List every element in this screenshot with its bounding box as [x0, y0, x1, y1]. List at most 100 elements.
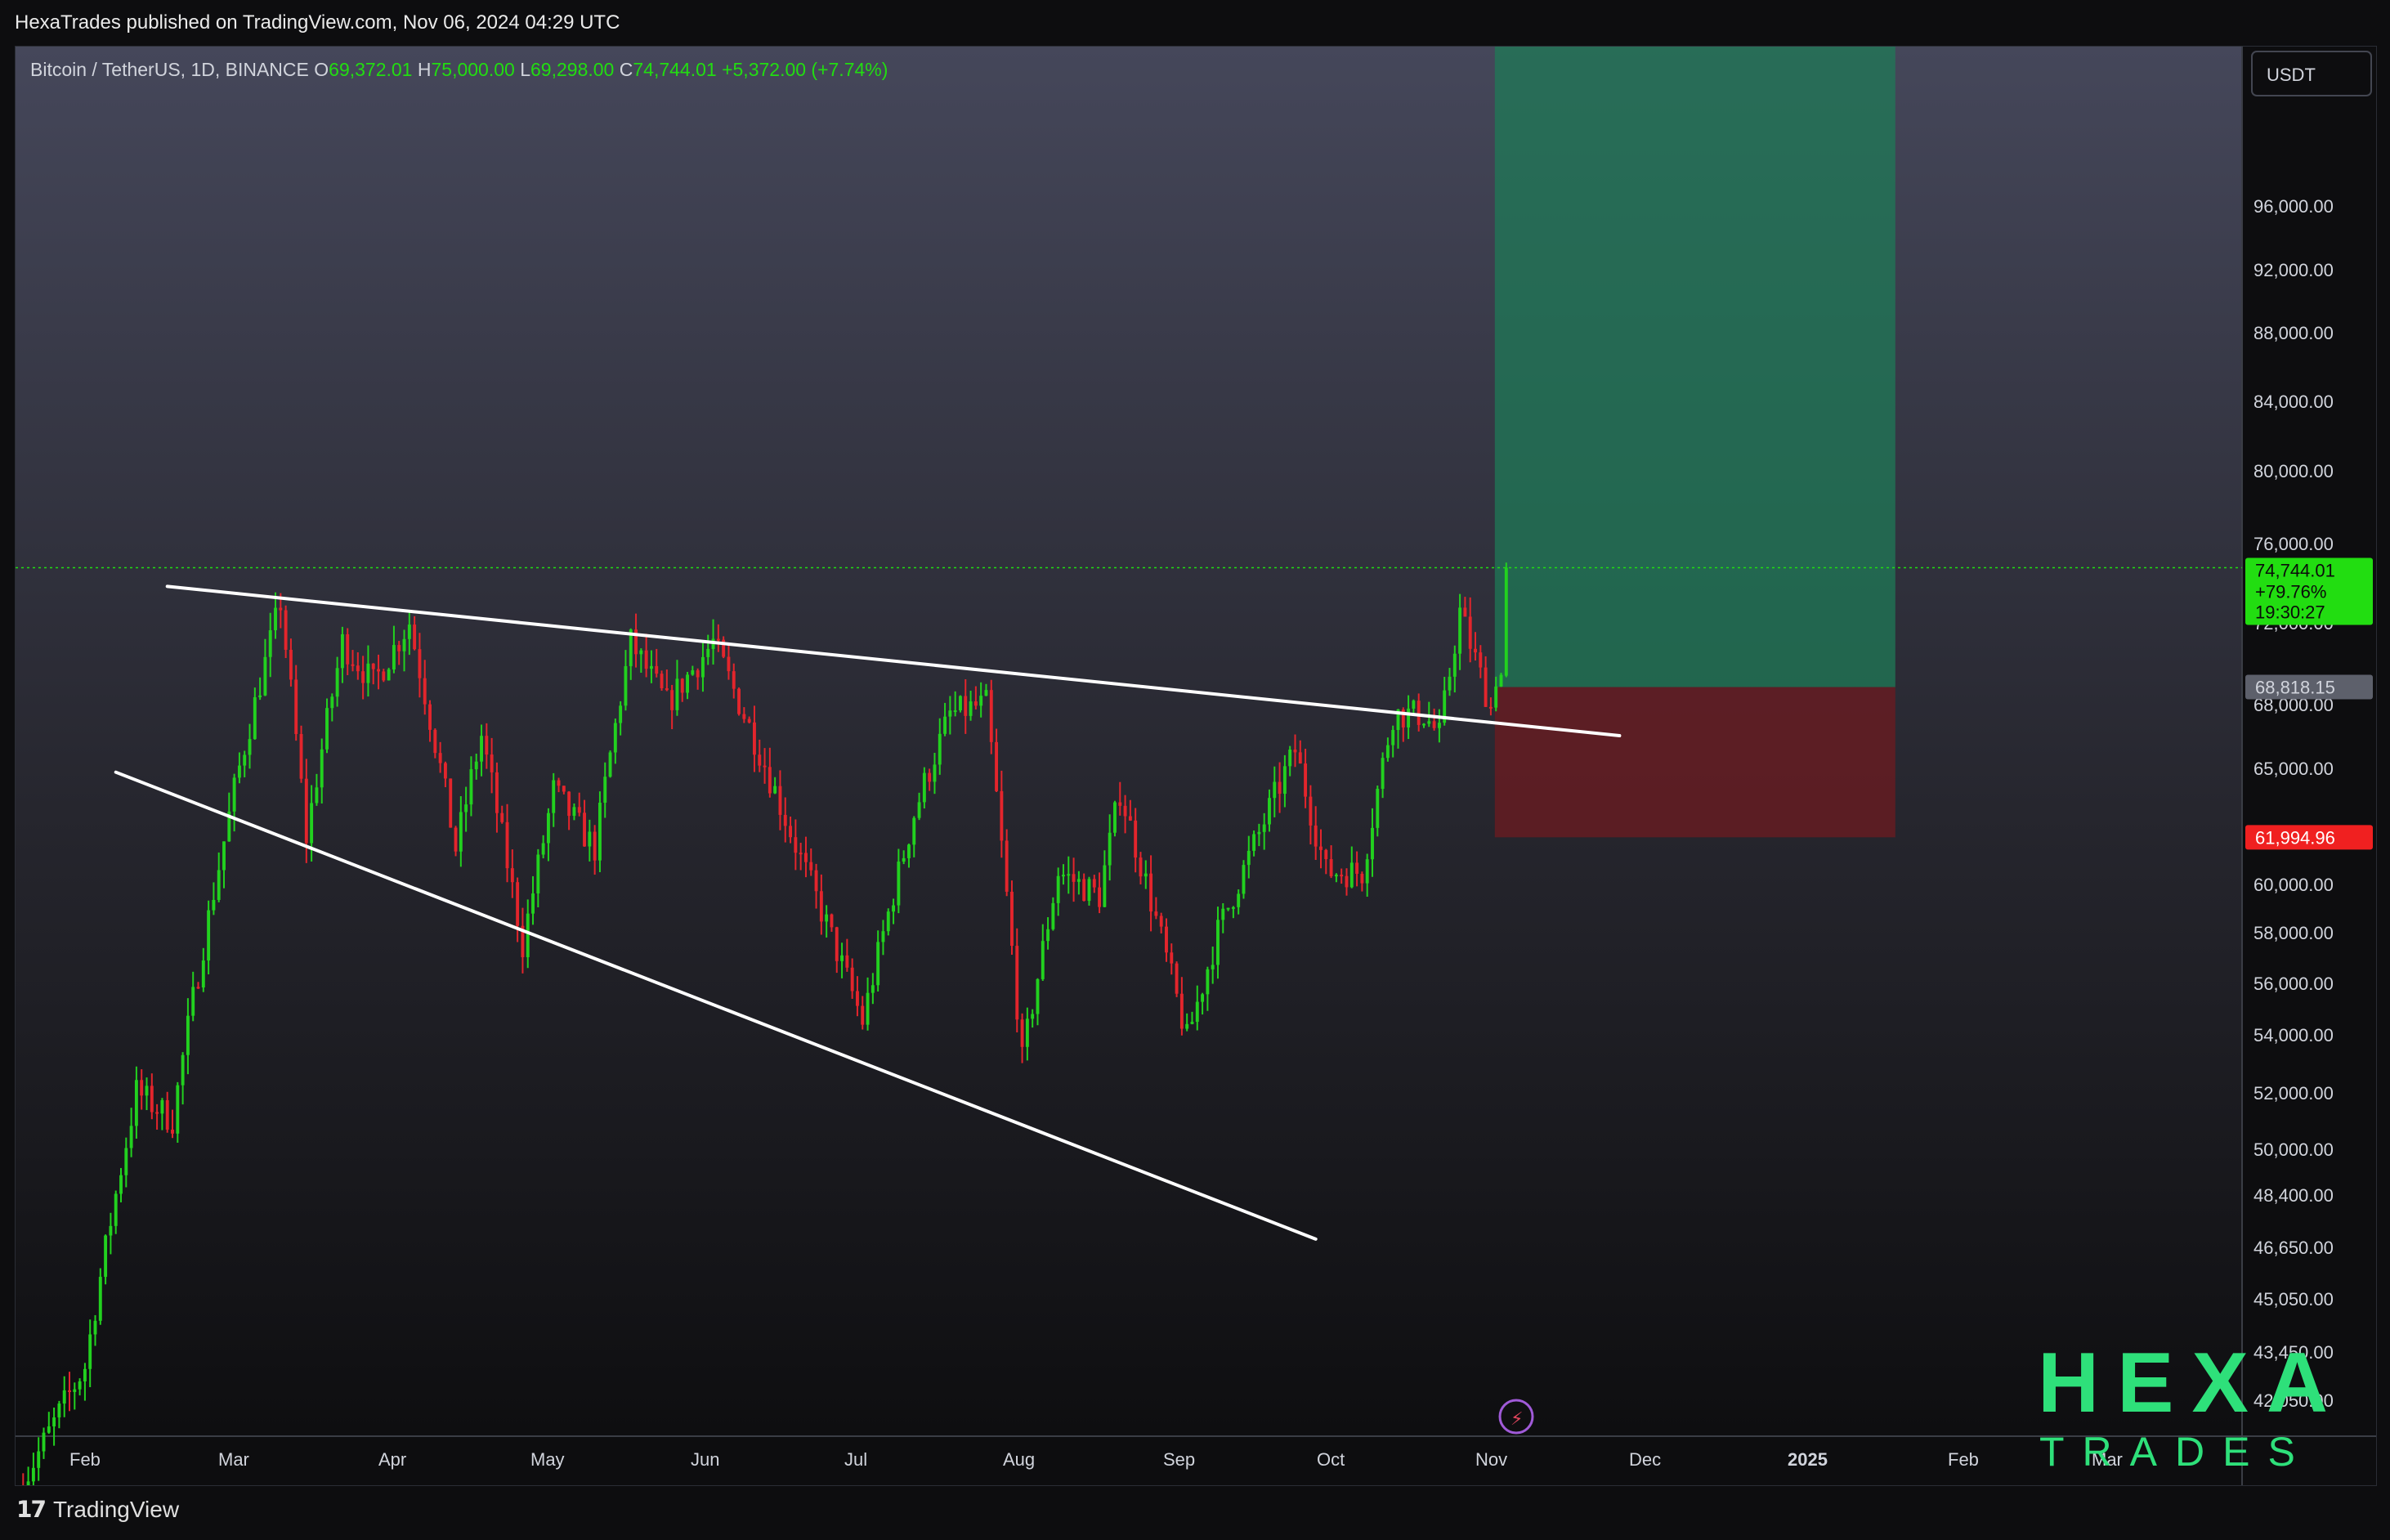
- candle-body: [928, 772, 932, 782]
- candle-body: [366, 663, 370, 683]
- price-tag: [2245, 557, 2373, 625]
- candle-body: [201, 960, 205, 988]
- candle-body: [943, 716, 947, 734]
- candle-body: [196, 987, 200, 989]
- candle-body: [1381, 758, 1385, 790]
- candle-body: [546, 813, 550, 844]
- candle-body: [722, 639, 726, 657]
- candle-body: [557, 780, 561, 786]
- candle-body: [809, 862, 813, 871]
- candle-body: [1149, 873, 1153, 912]
- candle-body: [1360, 873, 1364, 884]
- candle-body: [742, 714, 746, 719]
- candle-body: [47, 1426, 51, 1433]
- candle-body: [248, 739, 252, 755]
- candle-body: [1488, 706, 1493, 709]
- candle-body: [464, 804, 468, 813]
- candle-body: [670, 690, 674, 710]
- candle-body: [1463, 607, 1467, 617]
- candle-body: [1437, 723, 1441, 728]
- candle-body: [850, 967, 854, 992]
- candle-body: [176, 1085, 180, 1134]
- candle-body: [737, 688, 741, 714]
- x-tick-label: Feb: [1948, 1449, 1979, 1470]
- candle-body: [624, 665, 628, 706]
- candle-body: [572, 807, 576, 817]
- candle-body: [531, 893, 535, 914]
- candle-body: [37, 1451, 41, 1468]
- y-tick-label: 60,000.00: [2253, 875, 2334, 895]
- candle-body: [155, 1112, 159, 1114]
- candle-body: [1365, 859, 1369, 884]
- ohlc-legend: Bitcoin / TetherUS, 1D, BINANCE O69,372.…: [30, 59, 888, 80]
- watermark-hexa: HEXA: [2038, 1336, 2346, 1430]
- price-chart[interactable]: 96,000.00 92,000.00 88,000.00 84,000.00 80,0…: [16, 47, 2376, 1485]
- candle-body: [1108, 832, 1112, 866]
- candle-body: [799, 853, 803, 855]
- candle-body: [26, 1481, 30, 1485]
- candle-body: [902, 857, 906, 862]
- candle-body: [1076, 879, 1081, 882]
- y-tick-label: 84,000.00: [2253, 392, 2334, 412]
- candle-body: [1062, 875, 1065, 877]
- price-tag: [2245, 674, 2373, 700]
- candle-body: [907, 844, 911, 858]
- candle-body: [1206, 969, 1210, 995]
- candle-body: [1020, 1019, 1024, 1047]
- candle-body: [1179, 993, 1184, 1029]
- candle-body: [552, 780, 556, 813]
- candle-body: [1298, 752, 1302, 764]
- candle-body: [1349, 862, 1354, 888]
- candle-body: [1355, 862, 1359, 874]
- candle-body: [186, 1015, 190, 1055]
- candle-body: [1087, 879, 1091, 902]
- candle-body: [886, 911, 890, 932]
- candle-body: [279, 607, 283, 611]
- candle-body: [639, 650, 643, 655]
- candle-body: [500, 813, 504, 822]
- candle-body: [1226, 907, 1230, 910]
- candle-body: [1448, 676, 1452, 691]
- candle-body: [212, 899, 216, 911]
- candle-body: [541, 843, 545, 855]
- legend-part: H: [418, 59, 432, 80]
- candle-body: [490, 754, 494, 772]
- candle-body: [588, 831, 592, 847]
- candle-body: [356, 665, 360, 672]
- candle-body: [438, 753, 442, 763]
- candle-body: [577, 807, 581, 813]
- candle-body: [495, 772, 499, 813]
- candle-body: [1015, 946, 1019, 1020]
- candle-body: [1000, 790, 1004, 841]
- candle-body: [1113, 802, 1117, 833]
- event-lightning-icon: [1498, 1399, 1534, 1435]
- candle-body: [984, 690, 988, 696]
- candle-body: [217, 870, 221, 900]
- candle-body: [98, 1277, 102, 1321]
- candle-body: [78, 1381, 82, 1390]
- candle-body: [1025, 1018, 1029, 1047]
- candle-body: [68, 1390, 71, 1392]
- legend-part: L: [520, 59, 530, 80]
- candle-body: [191, 987, 195, 1016]
- candle-body: [1278, 781, 1282, 795]
- candle-body: [1376, 789, 1380, 828]
- candle-body: [763, 765, 767, 768]
- candle-body: [917, 802, 921, 818]
- candle-body: [912, 817, 916, 845]
- ohlc-legend-text: Bitcoin / TetherUS, 1D, BINANCE O69,372.…: [30, 59, 888, 80]
- candle-body: [1484, 667, 1488, 707]
- candle-body: [469, 769, 473, 805]
- candle-body: [1010, 891, 1014, 947]
- candle-body: [1293, 749, 1297, 753]
- candle-body: [516, 882, 520, 926]
- candle-body: [1479, 652, 1483, 668]
- candle-body: [124, 1148, 128, 1175]
- x-tick-label: Jul: [844, 1449, 867, 1470]
- candle-body: [443, 763, 447, 779]
- candle-body: [959, 696, 962, 711]
- candle-body: [289, 649, 293, 680]
- candle-body: [402, 638, 406, 651]
- watermark-trades: TRADES: [2039, 1429, 2313, 1475]
- candle-body: [1252, 834, 1256, 851]
